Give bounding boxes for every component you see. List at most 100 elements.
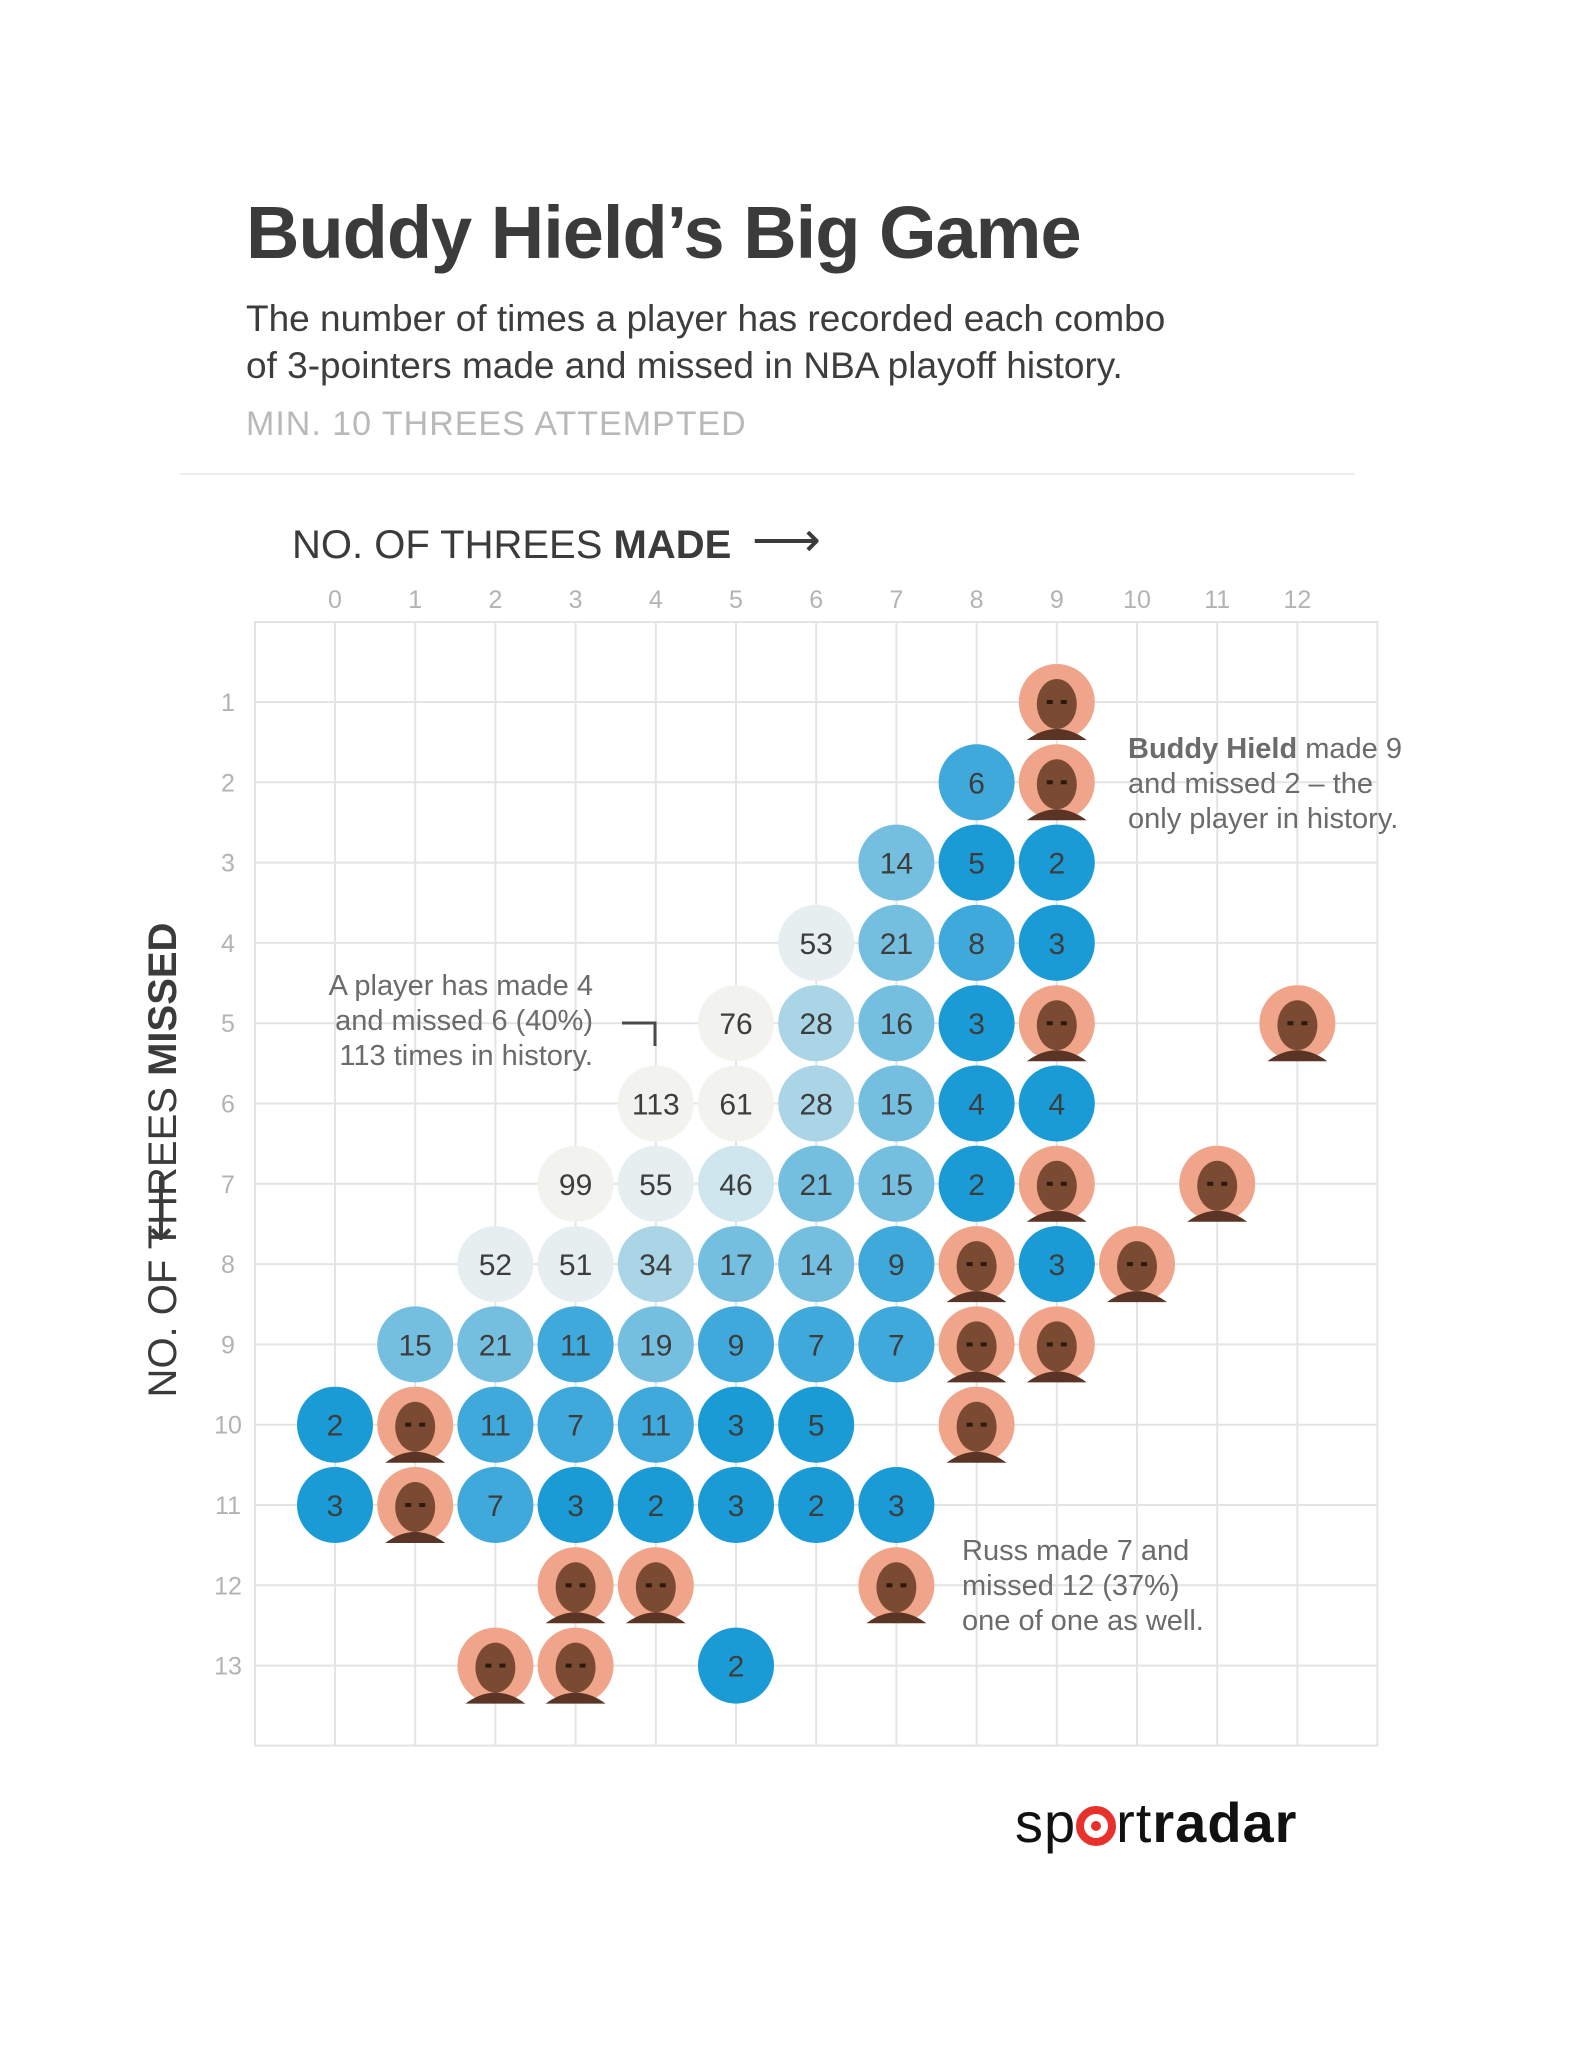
count-cell: 3 xyxy=(698,1467,774,1543)
page-title: Buddy Hield’s Big Game xyxy=(246,191,1082,274)
count-cell: 113 xyxy=(617,1065,694,1142)
annotation-four-six-line1: A player has made 4 xyxy=(329,970,593,1002)
count-label: 15 xyxy=(880,1169,913,1202)
y-axis-title: NO. OF THREES MISSED xyxy=(141,923,185,1398)
count-circle xyxy=(858,985,935,1062)
player-avatar-icon xyxy=(1018,744,1095,821)
player-avatar-icon xyxy=(1018,1145,1095,1222)
count-cell: 15 xyxy=(858,1145,935,1222)
count-label: 7 xyxy=(567,1410,584,1443)
annotation-russ: Russ made 7 and missed 12 (37%) one of o… xyxy=(962,1535,1204,1637)
count-circle xyxy=(858,1306,935,1383)
y-tick-label: 5 xyxy=(221,1010,235,1038)
count-circle xyxy=(938,744,1015,821)
count-circle xyxy=(457,1386,534,1463)
player-avatar-icon xyxy=(537,1547,614,1624)
x-tick-label: 8 xyxy=(970,586,984,614)
count-circle xyxy=(698,1145,774,1222)
x-tick-label: 11 xyxy=(1204,586,1230,614)
player-avatar-icon xyxy=(537,1627,614,1704)
annotation-russ-line2: missed 12 (37%) xyxy=(962,1570,1180,1602)
annotation-four-six-connector xyxy=(622,1021,657,1046)
count-label: 3 xyxy=(968,1008,985,1041)
count-cell: 2 xyxy=(778,1467,855,1543)
count-circle xyxy=(778,1306,855,1383)
count-label: 6 xyxy=(968,767,985,800)
count-label: 2 xyxy=(728,1651,745,1684)
y-tick-label: 3 xyxy=(221,850,235,878)
count-circle xyxy=(698,985,774,1062)
count-circle xyxy=(778,1145,855,1222)
annotation-hield-line1: made 9 xyxy=(1297,733,1402,765)
annotation-hield-line2: and missed 2 – the xyxy=(1128,768,1373,800)
annotation-hield: Buddy Hield made 9 and missed 2 – the on… xyxy=(1128,733,1402,835)
count-circle xyxy=(778,1467,855,1543)
count-circle xyxy=(778,1226,855,1303)
count-label: 51 xyxy=(559,1249,592,1282)
player-avatar-icon xyxy=(1018,985,1095,1062)
logo-text-part1: sp xyxy=(1015,1791,1077,1854)
count-label: 5 xyxy=(808,1410,825,1443)
count-circle xyxy=(698,1306,774,1383)
count-cell: 52 xyxy=(457,1226,534,1303)
count-cell: 61 xyxy=(698,1065,774,1142)
subtitle-line-1: The number of times a player has recorde… xyxy=(246,298,1166,339)
count-circle xyxy=(1018,1065,1095,1142)
x-axis-title-bold: MADE xyxy=(614,523,732,567)
count-label: 8 xyxy=(968,928,985,961)
count-label: 113 xyxy=(632,1089,680,1122)
count-cell: 55 xyxy=(617,1145,694,1222)
count-label: 4 xyxy=(1048,1089,1065,1122)
count-cell: 19 xyxy=(617,1306,694,1383)
count-circle xyxy=(938,824,1015,901)
player-photos xyxy=(377,664,1336,1704)
count-circle xyxy=(1018,904,1095,981)
x-axis-title: NO. OF THREES MADE xyxy=(292,523,731,567)
player-avatar-icon xyxy=(617,1547,694,1624)
x-tick-label: 9 xyxy=(1050,586,1064,614)
player-avatar-icon xyxy=(1018,664,1095,740)
count-label: 2 xyxy=(327,1410,344,1443)
count-circle xyxy=(938,1145,1015,1222)
count-label: 3 xyxy=(327,1490,344,1523)
count-label: 21 xyxy=(479,1329,512,1362)
count-label: 9 xyxy=(888,1249,905,1282)
count-circle xyxy=(617,1145,694,1222)
sportradar-logo: sp rtradar xyxy=(1015,1790,1297,1855)
count-label: 3 xyxy=(728,1410,745,1443)
count-cell: 9 xyxy=(858,1226,935,1303)
count-label: 3 xyxy=(728,1490,745,1523)
count-cell: 28 xyxy=(778,985,855,1062)
y-tick-label: 12 xyxy=(214,1572,242,1600)
count-label: 3 xyxy=(888,1490,905,1523)
count-circle xyxy=(858,1467,935,1543)
y-tick-label: 2 xyxy=(221,769,235,797)
count-cell: 2 xyxy=(617,1467,694,1543)
count-label: 7 xyxy=(808,1329,825,1362)
count-cell: 2 xyxy=(1018,824,1095,901)
count-label: 3 xyxy=(567,1490,584,1523)
count-circle xyxy=(858,1145,935,1222)
player-avatar-icon xyxy=(377,1467,454,1543)
count-cell: 3 xyxy=(1018,904,1095,981)
count-label: 4 xyxy=(968,1089,985,1122)
count-cell: 21 xyxy=(457,1306,534,1383)
count-circle xyxy=(377,1306,454,1383)
y-axis-title-bold: MISSED xyxy=(141,923,185,1076)
count-cell: 99 xyxy=(537,1145,614,1222)
count-cell: 3 xyxy=(858,1467,935,1543)
count-circle xyxy=(698,1627,774,1704)
count-cell: 2 xyxy=(938,1145,1015,1222)
count-cell: 16 xyxy=(858,985,935,1062)
count-cell: 3 xyxy=(297,1467,373,1543)
count-cell: 7 xyxy=(858,1306,935,1383)
count-circle xyxy=(698,1226,774,1303)
y-tick-label: 11 xyxy=(215,1492,241,1520)
count-cell: 53 xyxy=(778,904,855,981)
count-label: 7 xyxy=(888,1329,905,1362)
count-label: 11 xyxy=(560,1329,591,1362)
subtitle-line-2: of 3-pointers made and missed in NBA pla… xyxy=(246,345,1123,386)
count-circle xyxy=(858,1226,935,1303)
count-cell: 8 xyxy=(938,904,1015,981)
